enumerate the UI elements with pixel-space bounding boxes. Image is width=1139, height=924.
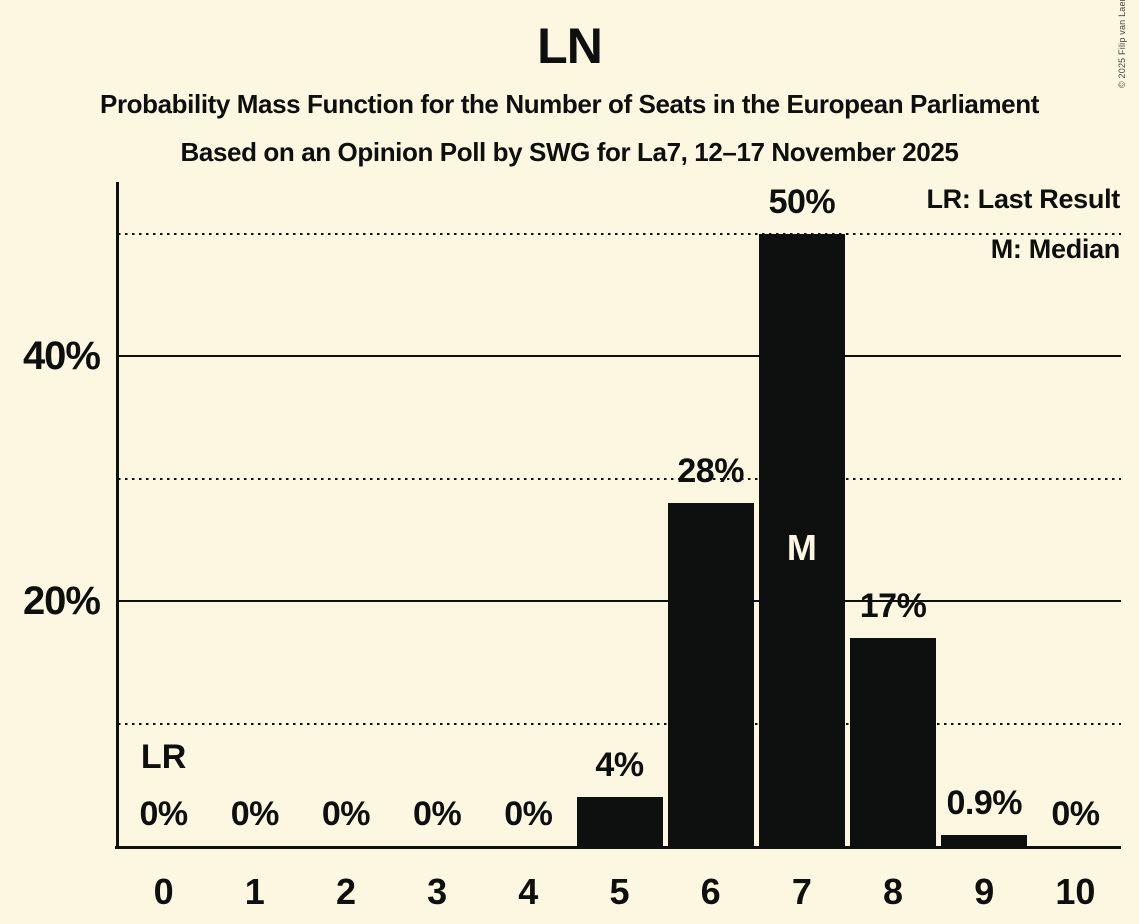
x-axis-tick-label: 9 bbox=[974, 871, 995, 912]
x-axis-tick-label: 10 bbox=[1055, 871, 1096, 912]
x-axis-tick-label: 8 bbox=[883, 871, 904, 912]
bar bbox=[850, 637, 937, 846]
bar-value-label: 0% bbox=[413, 795, 462, 833]
chart-subtitle-source: Based on an Opinion Poll by SWG for La7,… bbox=[180, 137, 959, 167]
bar-value-label: 0.9% bbox=[946, 783, 1022, 822]
legend-median: M: Median bbox=[990, 234, 1121, 264]
x-axis-tick-label: 2 bbox=[335, 871, 356, 912]
x-axis-tick-label: 0 bbox=[153, 871, 174, 912]
bar-value-label: 50% bbox=[768, 182, 836, 221]
bar bbox=[667, 503, 754, 846]
plot-area: 0% 0 0% 1 0% 2 0% 3 0% 4 4% 5 28% 6 50% 7 17% 8 0.9% 9 0% 10 L… bbox=[115, 182, 1121, 910]
y-axis-tick-label: 40% bbox=[22, 334, 101, 378]
dotted-gridline-30 bbox=[118, 477, 1121, 480]
bar-value-label: 17% bbox=[859, 586, 927, 625]
bar-value-label: 28% bbox=[677, 452, 744, 490]
y-axis-line bbox=[116, 182, 119, 849]
bar-value-label: 4% bbox=[595, 746, 644, 784]
median-marker: M bbox=[786, 527, 817, 568]
chart-subtitle: Probability Mass Function for the Number… bbox=[100, 89, 1039, 119]
x-axis-tick-label: 3 bbox=[427, 871, 448, 912]
legend-last-result: LR: Last Result bbox=[926, 184, 1120, 214]
x-axis-tick-label: 1 bbox=[244, 871, 265, 912]
dotted-gridline-10 bbox=[118, 722, 1121, 725]
gridline-20 bbox=[118, 600, 1121, 602]
bar bbox=[576, 797, 663, 846]
legend: LR: Last Result M: Median bbox=[926, 184, 1120, 265]
gridline-40 bbox=[118, 355, 1121, 357]
x-axis-tick-label: 7 bbox=[791, 871, 812, 912]
bar bbox=[758, 233, 845, 846]
bar-value-label: 0% bbox=[230, 795, 280, 833]
dotted-gridline-50 bbox=[118, 232, 1121, 235]
bar-value-label: 0% bbox=[504, 795, 553, 833]
bar-value-label: 0% bbox=[139, 795, 189, 833]
chart-title: LN bbox=[537, 18, 603, 74]
x-axis-tick-label: 6 bbox=[700, 871, 721, 912]
last-result-marker: LR bbox=[140, 738, 187, 776]
bar-value-label: 0% bbox=[321, 795, 371, 833]
y-axis-tick-label: 20% bbox=[22, 579, 101, 623]
bar-value-label: 0% bbox=[1051, 795, 1100, 833]
x-axis-tick-label: 5 bbox=[609, 871, 630, 912]
x-axis-tick-label: 4 bbox=[518, 871, 539, 912]
x-axis-line bbox=[115, 846, 1121, 849]
bar bbox=[941, 834, 1028, 846]
